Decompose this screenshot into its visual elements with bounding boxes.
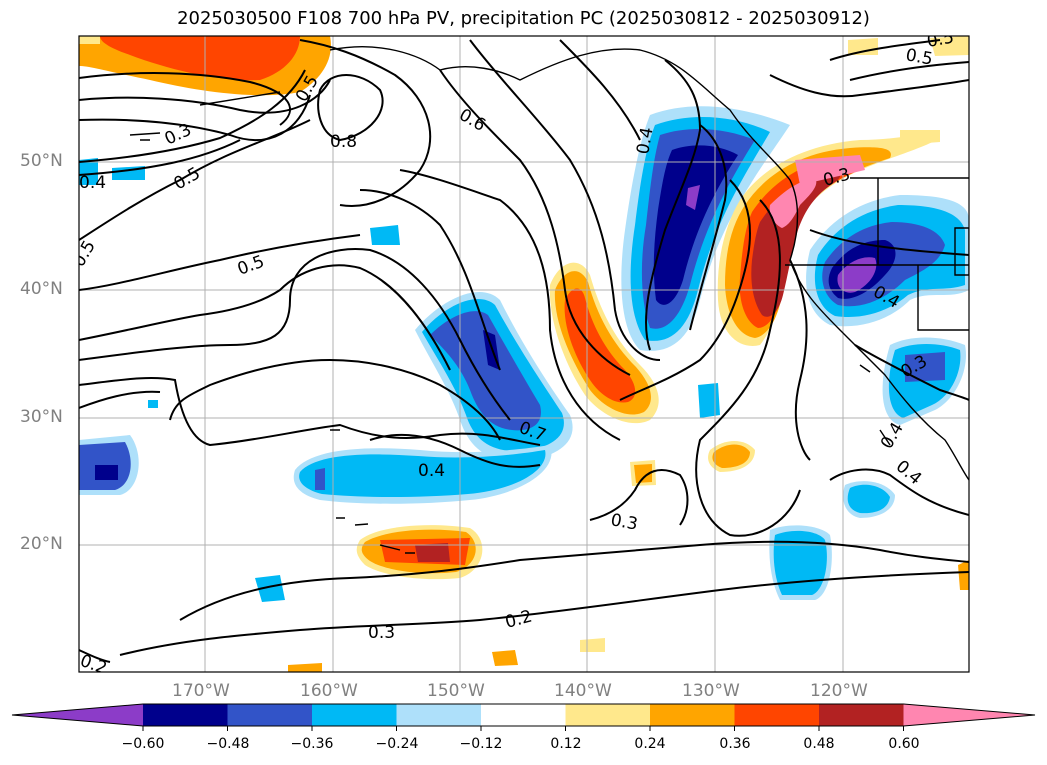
lat-label: 20°N <box>20 534 63 554</box>
lat-label: 40°N <box>20 279 63 299</box>
map-frame <box>78 35 970 673</box>
lon-label: 130°W <box>682 681 740 701</box>
colorbar-segment <box>312 704 397 726</box>
colorbar-segment <box>734 704 820 726</box>
lon-label: 140°W <box>554 681 612 701</box>
lon-label: 120°W <box>810 681 868 701</box>
colorbar-tick-label: −0.12 <box>459 736 503 752</box>
colorbar-segment <box>481 704 566 726</box>
map-title: 2025030500 F108 700 hPa PV, precipitatio… <box>177 8 870 29</box>
graticule <box>79 36 969 672</box>
lat-label: 50°N <box>20 151 63 171</box>
colorbar-tick-label: 0.12 <box>550 736 582 752</box>
contour-label: 0.3 <box>609 510 639 534</box>
colorbar-segment <box>650 704 735 726</box>
lat-label: 30°N <box>20 407 63 427</box>
colorbar-tick-label: −0.24 <box>375 736 419 752</box>
contour-label: 0.4 <box>633 126 657 156</box>
colorbar-segment <box>227 704 313 726</box>
colorbar-segment <box>565 704 651 726</box>
colorbar-segment <box>143 704 228 726</box>
colorbar-tick-label: 0.60 <box>888 736 920 752</box>
precipitation-shading <box>79 36 969 672</box>
lon-label: 150°W <box>427 681 485 701</box>
colorbar-segment <box>903 704 1035 726</box>
colorbar-tick-label: 0.48 <box>803 736 835 752</box>
contour-label: 0.8 <box>330 132 357 152</box>
contour-label: 0.4 <box>79 173 106 193</box>
colorbar-segment <box>396 704 482 726</box>
colorbar-segment <box>819 704 904 726</box>
colorbar-tick-label: −0.60 <box>121 736 165 752</box>
lon-label: 160°W <box>300 681 358 701</box>
colorbar-tick-label: 0.24 <box>634 736 666 752</box>
lon-label: 170°W <box>172 681 230 701</box>
contour-label: 0.4 <box>418 461 445 481</box>
colorbar-tick-label: −0.48 <box>206 736 250 752</box>
colorbar-segment <box>12 704 143 726</box>
contour-label: 0.5 <box>904 45 934 69</box>
colorbar-tick-label: 0.36 <box>719 736 751 752</box>
colorbar-tick-label: −0.36 <box>290 736 334 752</box>
contour-label: 0.5 <box>925 28 955 52</box>
coastlines <box>129 46 969 554</box>
pv-contours <box>79 39 969 663</box>
colorbar <box>11 703 1036 731</box>
contour-label: 0.3 <box>368 623 395 643</box>
